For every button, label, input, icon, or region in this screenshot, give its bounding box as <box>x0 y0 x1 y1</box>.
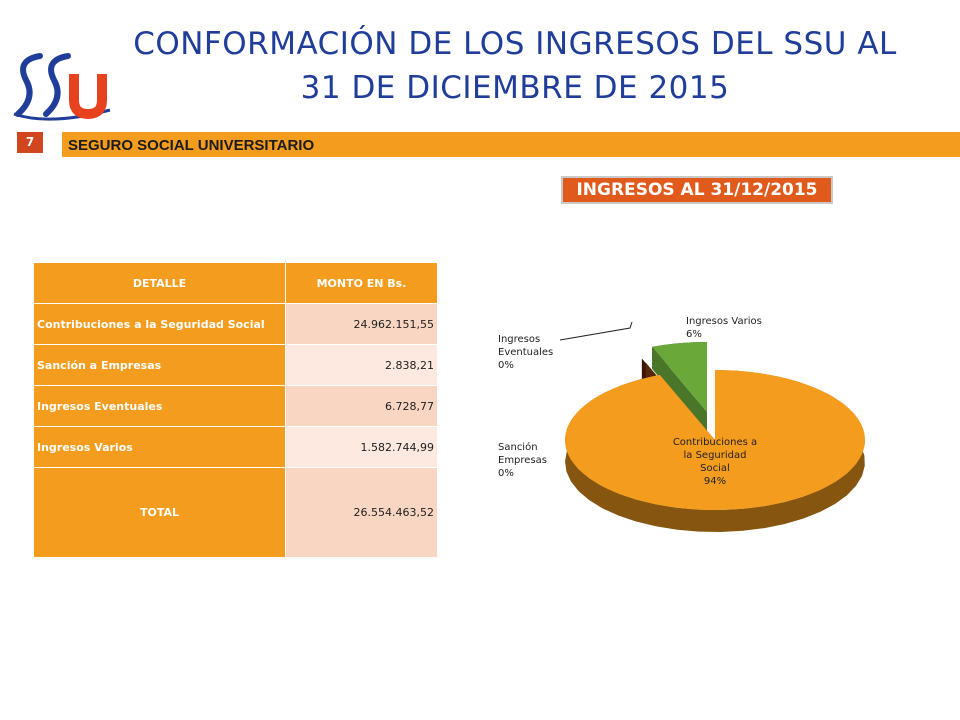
data-label-ingresos-eventuales: Ingresos Eventuales 0% <box>498 334 553 371</box>
data-label-sancion-empresas: Sanción Empresas 0% <box>498 441 547 479</box>
row-value: 6.728,77 <box>285 385 438 427</box>
row-value: 24.962.151,55 <box>285 303 438 345</box>
row-label: Ingresos Varios <box>33 426 286 468</box>
data-label-contribuciones-a-la-seguridad-social: Contribuciones a la Seguridad Social 94% <box>673 437 757 487</box>
row-value: 1.582.744,99 <box>285 426 438 468</box>
chart-heading: INGRESOS AL 31/12/2015 <box>561 176 833 204</box>
row-label: Contribuciones a la Seguridad Social <box>33 303 286 345</box>
title-line-1: CONFORMACIÓN DE LOS INGRESOS DEL SSU AL <box>133 26 897 62</box>
table-row: Ingresos Eventuales 6.728,77 <box>33 385 438 427</box>
total-value: 26.554.463,52 <box>285 467 438 558</box>
row-label: Ingresos Eventuales <box>33 385 286 427</box>
slice-ingresos-varios <box>652 342 707 412</box>
table-row: Ingresos Varios 1.582.744,99 <box>33 426 438 468</box>
table-row: Sanción a Empresas 2.838,21 <box>33 344 438 386</box>
data-label-ingresos-varios: Ingresos Varios 6% <box>686 316 762 340</box>
slice-contribuciones-a-la-seguridad-social <box>565 370 865 510</box>
income-table: DETALLE MONTO EN Bs. Contribuciones a la… <box>33 262 438 558</box>
header-detalle: DETALLE <box>33 262 286 304</box>
table-total-row: TOTAL 26.554.463,52 <box>33 467 438 558</box>
header-band: SEGURO SOCIAL UNIVERSITARIO <box>62 132 960 157</box>
row-value: 2.838,21 <box>285 344 438 386</box>
ssu-logo <box>13 53 111 121</box>
leader-line <box>559 321 633 341</box>
table-header-row: DETALLE MONTO EN Bs. <box>33 262 438 304</box>
total-label: TOTAL <box>33 467 286 558</box>
page-title: CONFORMACIÓN DE LOS INGRESOS DEL SSU AL … <box>120 22 910 110</box>
page-number: 7 <box>17 132 43 153</box>
slice-wall-ingresos-varios <box>652 346 707 434</box>
band-label: SEGURO SOCIAL UNIVERSITARIO <box>68 137 315 154</box>
table-row: Contribuciones a la Seguridad Social 24.… <box>33 303 438 345</box>
pie-chart: Contribuciones a la Seguridad Social 94% San… <box>498 316 865 532</box>
row-label: Sanción a Empresas <box>33 344 286 386</box>
title-line-2: 31 DE DICIEMBRE DE 2015 <box>300 70 730 106</box>
header-monto: MONTO EN Bs. <box>285 262 438 304</box>
